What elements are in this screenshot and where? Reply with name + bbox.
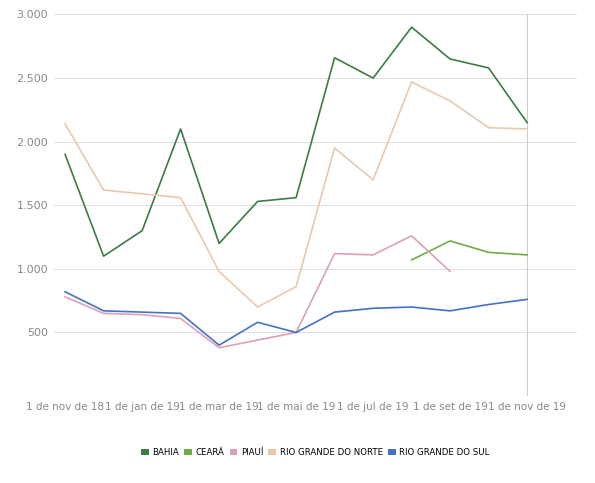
Legend: BAHIA, CEARÁ, PIAUÍ, RIO GRANDE DO NORTE, RIO GRANDE DO SUL: BAHIA, CEARÁ, PIAUÍ, RIO GRANDE DO NORTE… bbox=[138, 444, 493, 460]
